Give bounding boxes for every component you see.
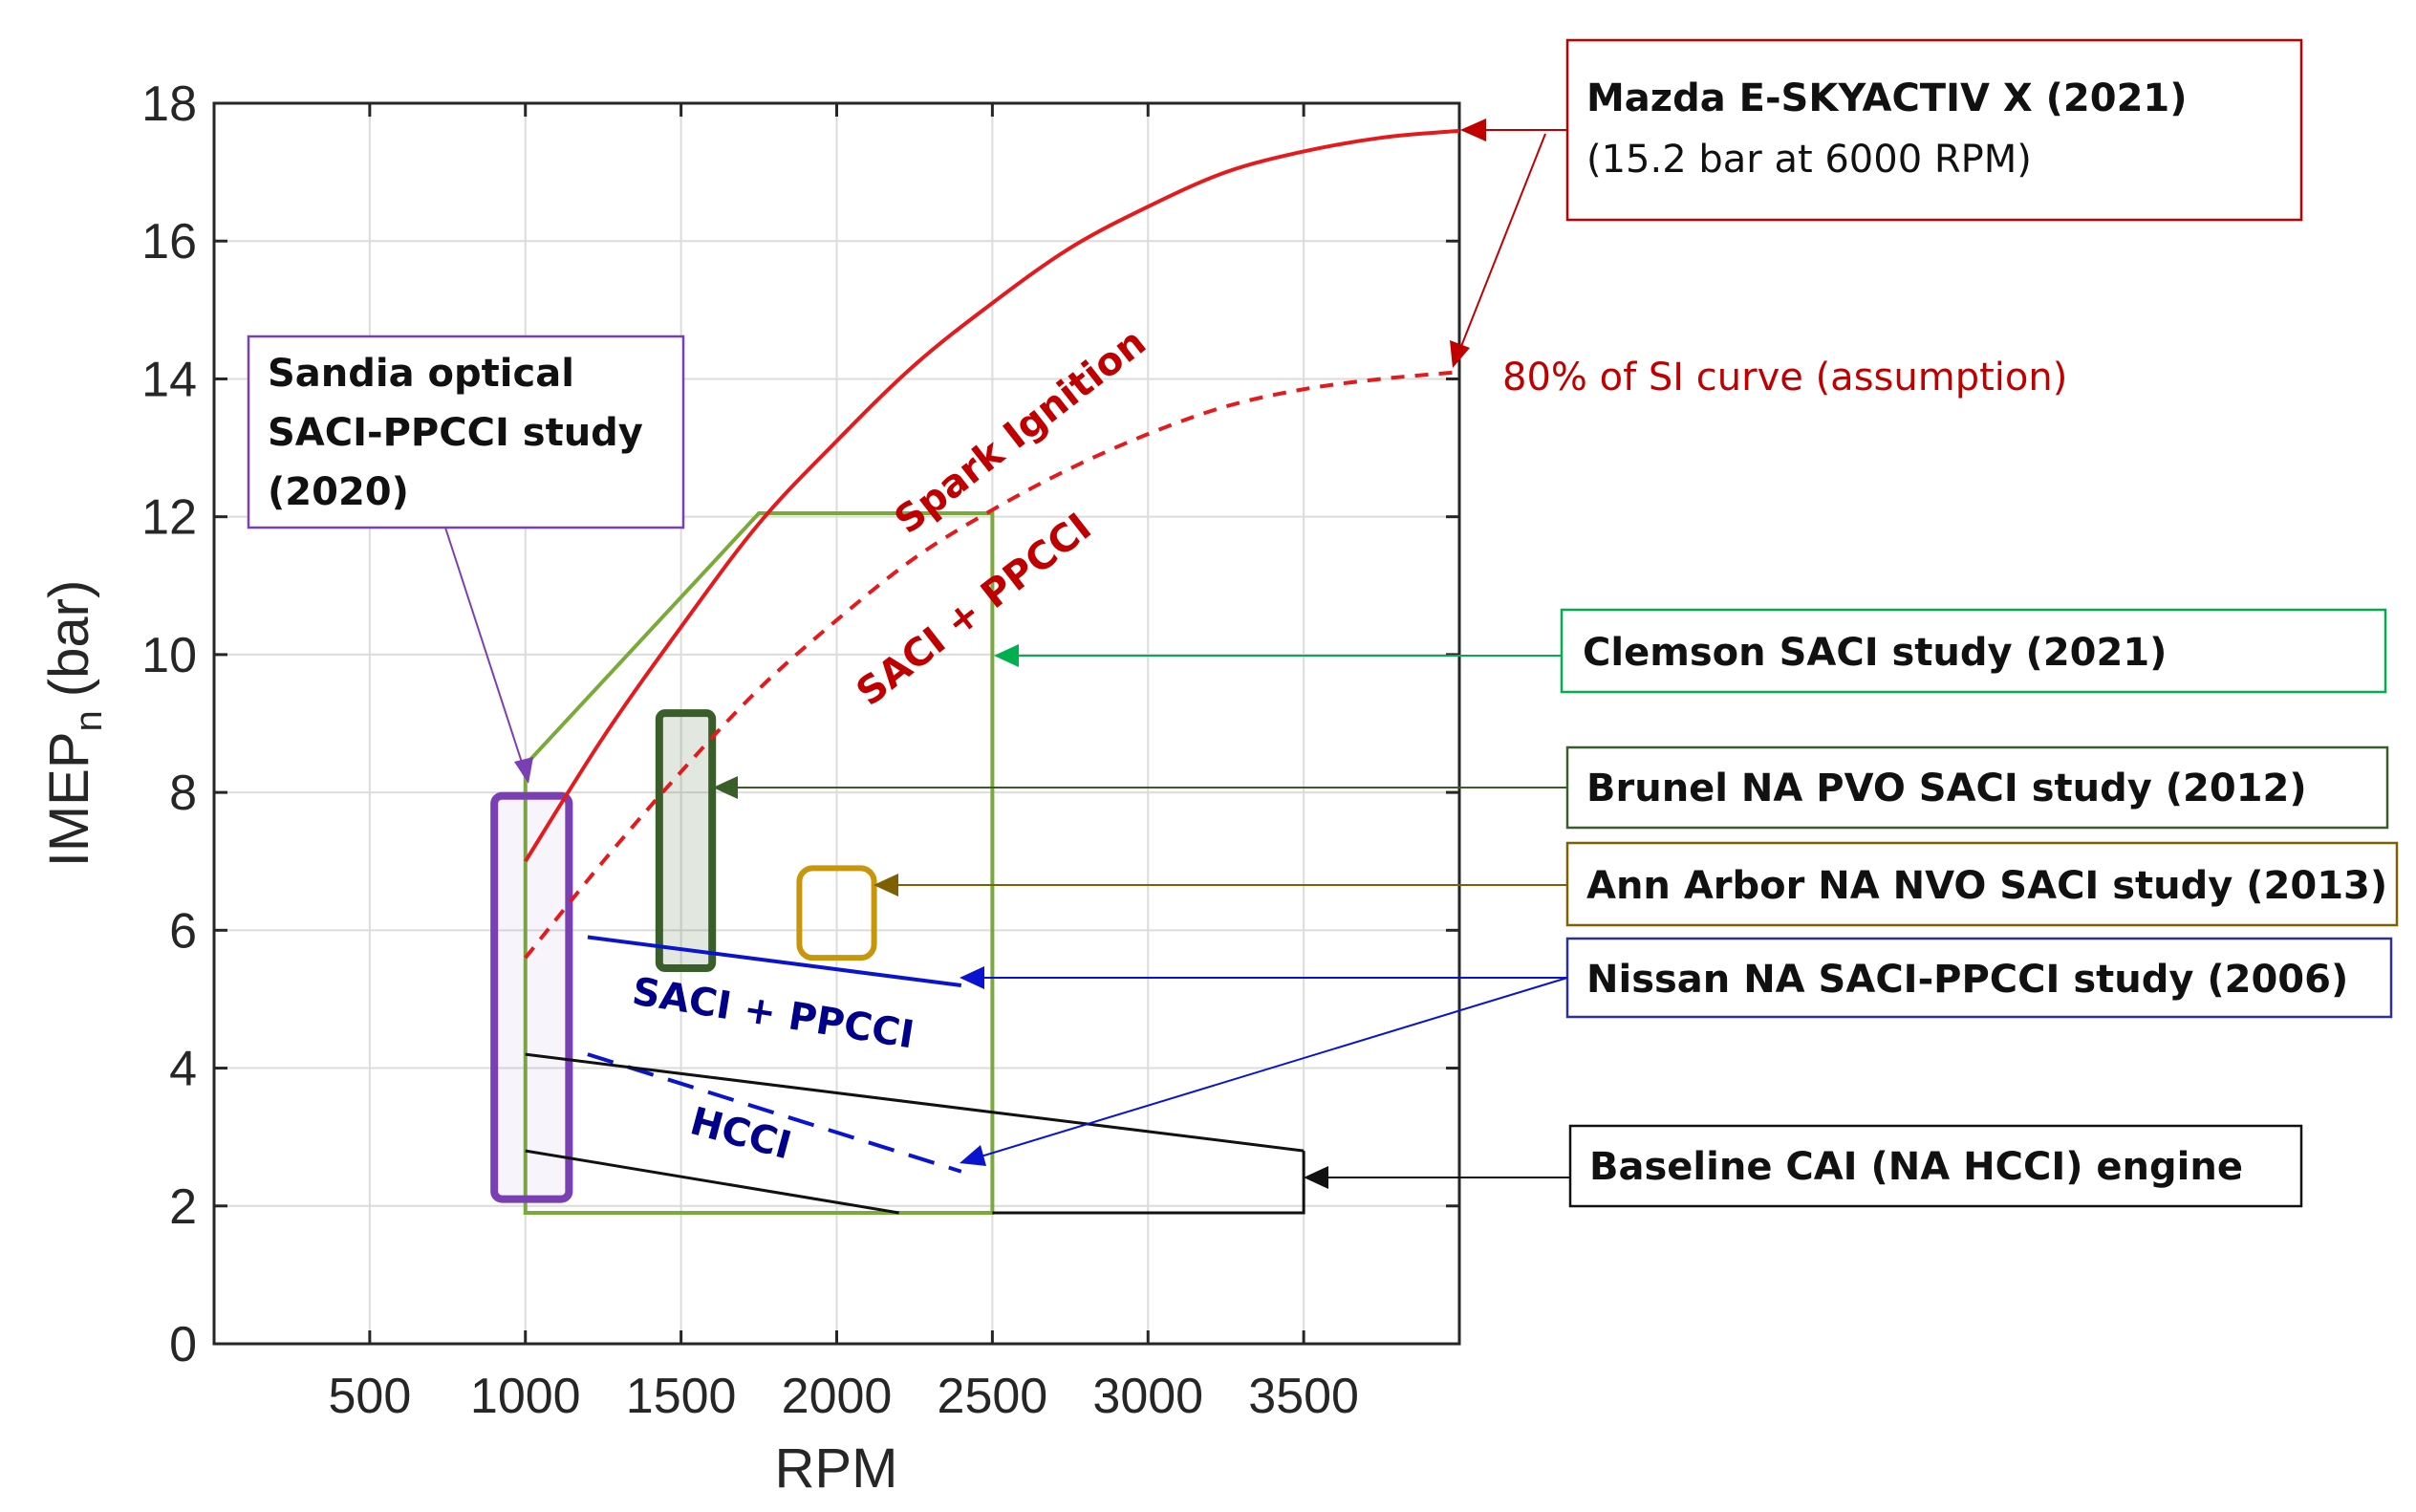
series-line-baseline-cai-upper (525, 1052, 1305, 1153)
arrowhead-clemson (994, 644, 1019, 667)
sandia-line2: SACI-PPCCI study (268, 411, 643, 455)
brunel-box (1565, 745, 2389, 830)
nissan-label: Nissan NA SACI-PPCCI study (2006) (1586, 958, 2348, 1002)
arrowhead-ann-arbor (874, 874, 898, 896)
x-tick-label-2: 1500 (626, 1369, 737, 1424)
y-tick-label-2: 4 (169, 1042, 197, 1097)
arrowhead-nissan-saci (960, 966, 984, 989)
arrow-nissan-hcci (964, 977, 1568, 1162)
arrowhead-brunel (713, 776, 738, 799)
ann-arbor-label: Ann Arbor NA NVO SACI study (2013) (1586, 864, 2387, 908)
region-ann-arbor (796, 865, 877, 961)
y-axis-title-unit: (bar) (38, 580, 100, 697)
mazda-subtitle: (15.2 bar at 6000 RPM) (1586, 138, 2032, 182)
y-tick-label-3: 6 (169, 903, 197, 959)
y-axis-title: IMEPn (bar) (38, 580, 110, 868)
nissan-box (1565, 937, 2393, 1019)
arrowhead-mazda-si (1460, 119, 1486, 141)
series-line-nissan-hcci (587, 1052, 962, 1174)
x-tick-label-5: 3000 (1092, 1369, 1203, 1424)
series-line-baseline-cai-lower (525, 1149, 899, 1215)
y-tick-label-5: 10 (141, 628, 197, 683)
y-axis-title-sub: n (68, 710, 110, 731)
arrow-sandia (444, 527, 527, 775)
brunel-label: Brunel NA PVO SACI study (2012) (1586, 767, 2307, 810)
y-tick-label-9: 18 (141, 76, 197, 132)
x-tick-label-3: 2000 (782, 1369, 893, 1424)
y-axis-title-main: IMEP (38, 731, 100, 867)
region-brunel (655, 709, 717, 972)
baseline-label: Baseline CAI (NA HCCI) engine (1589, 1145, 2243, 1189)
y-tick-label-6: 12 (141, 490, 197, 546)
x-tick-label-0: 500 (328, 1369, 411, 1424)
arrowhead-mazda-assumption (1450, 340, 1470, 368)
y-tick-label-1: 2 (169, 1179, 197, 1235)
sandia-line3: (2020) (268, 470, 409, 514)
series-line-spark-ignition (524, 128, 1460, 863)
baseline-box (1568, 1124, 2303, 1208)
series-line-nissan-saci-ppcci (587, 935, 962, 988)
ticks (214, 101, 1459, 1346)
y-tick-label-8: 16 (141, 214, 197, 270)
series-line-saci-ppcci-80-of-si (524, 370, 1460, 960)
series-line-baseline-cai-boundary (992, 1151, 1305, 1215)
arrowhead-nissan-hcci (960, 1145, 986, 1166)
y-tick-label-0: 0 (169, 1317, 197, 1372)
y-tick-label-4: 8 (169, 766, 197, 821)
sandia-line1: Sandia optical (268, 352, 574, 396)
arrowhead-sandia (514, 757, 533, 784)
mazda-box (1565, 38, 2303, 222)
x-tick-label-4: 2500 (938, 1369, 1048, 1424)
arrow-mazda-assumption (1454, 133, 1546, 364)
x-axis-title: RPM (775, 1437, 898, 1500)
sandia-box (247, 335, 685, 529)
arrowhead-baseline (1304, 1166, 1328, 1189)
svg-text:IMEPn(bar): IMEPn (bar) (38, 580, 110, 868)
assumption-label: 80% of SI curve (assumption) (1502, 356, 2067, 400)
clemson-box (1560, 608, 2387, 694)
tick-labels: 500 1000 1500 2000 2500 3000 3500 0 2 4 6 8 10 12 14 16… (141, 76, 1359, 1424)
clemson-label: Clemson SACI study (2021) (1583, 631, 2167, 675)
x-tick-label-6: 3500 (1248, 1369, 1359, 1424)
ann-arbor-box (1565, 841, 2399, 927)
region-clemson (523, 511, 995, 1215)
mazda-title: Mazda E-SKYACTIV X (2021) (1586, 76, 2188, 120)
x-tick-label-1: 1000 (470, 1369, 581, 1424)
y-tick-label-7: 14 (141, 352, 197, 407)
region-sandia (490, 791, 573, 1203)
series-group (524, 128, 1460, 1215)
leader-arrows (444, 119, 1570, 1189)
